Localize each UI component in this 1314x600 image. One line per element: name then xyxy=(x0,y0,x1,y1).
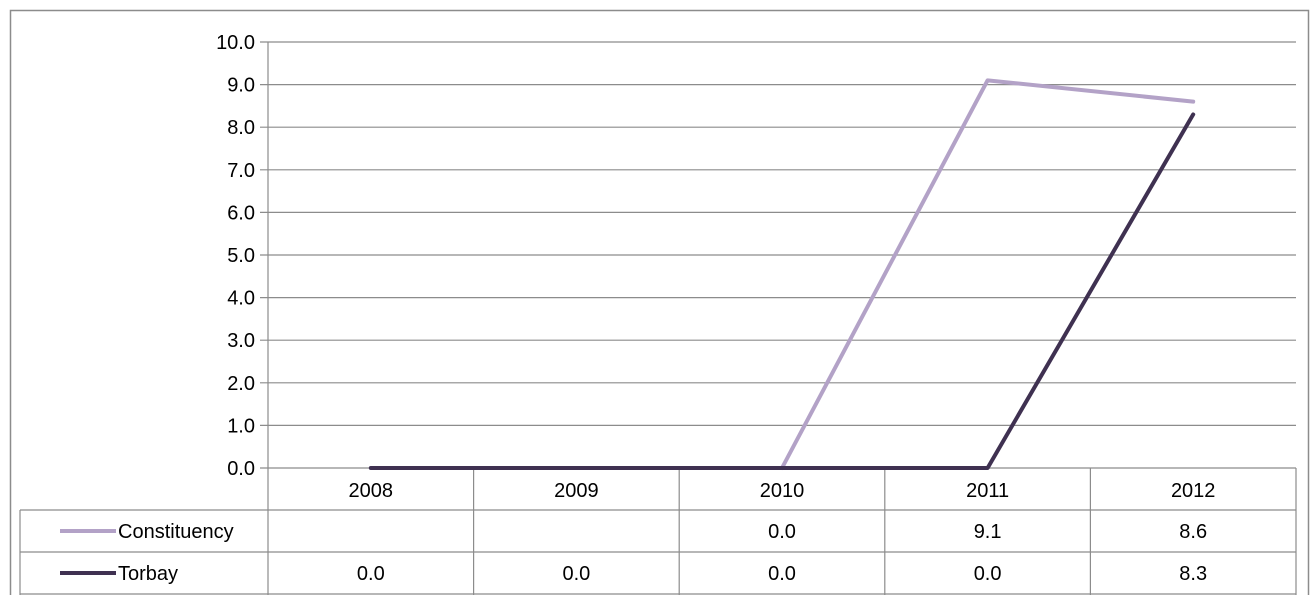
series-lines xyxy=(371,80,1193,468)
y-tick-label: 5.0 xyxy=(227,245,255,267)
y-tick-label: 2.0 xyxy=(227,373,255,395)
data-table-value: 8.3 xyxy=(1179,563,1207,585)
data-table-value: 0.0 xyxy=(357,563,385,585)
chart-border xyxy=(11,11,1309,596)
y-tick-label: 4.0 xyxy=(227,288,255,310)
y-tick-label: 10.0 xyxy=(216,32,255,54)
y-tick-label: 1.0 xyxy=(227,415,255,437)
legend-label-torbay: Torbay xyxy=(118,563,178,585)
data-table-value: 0.0 xyxy=(768,521,796,543)
gridlines xyxy=(260,42,1296,468)
x-category-label: 2011 xyxy=(966,480,1009,502)
y-tick-label: 7.0 xyxy=(227,160,255,182)
y-axis: 0.0 1.0 2.0 3.0 4.0 5.0 6.0 7.0 8.0 9.0 10.0 xyxy=(216,32,268,480)
y-tick-label: 3.0 xyxy=(227,330,255,352)
data-table-value: 8.6 xyxy=(1179,521,1207,543)
series-line-constituency xyxy=(782,80,1193,468)
y-tick-label: 9.0 xyxy=(227,75,255,97)
data-table-value: 0.0 xyxy=(562,563,590,585)
x-category-label: 2008 xyxy=(349,480,394,502)
y-tick-label: 6.0 xyxy=(227,202,255,224)
y-tick-label: 0.0 xyxy=(227,458,255,480)
y-tick-label: 8.0 xyxy=(227,117,255,139)
data-table-value: 0.0 xyxy=(974,563,1002,585)
data-table: 2008 2009 2010 2011 2012 Constituency 0.0 9.1 8.… xyxy=(20,468,1296,595)
series-line-torbay xyxy=(371,114,1193,468)
x-category-label: 2012 xyxy=(1171,480,1216,502)
x-category-label: 2010 xyxy=(760,480,805,502)
data-table-value: 9.1 xyxy=(974,521,1002,543)
legend-label-constituency: Constituency xyxy=(118,521,234,543)
x-category-label: 2009 xyxy=(554,480,599,502)
data-table-value: 0.0 xyxy=(768,563,796,585)
